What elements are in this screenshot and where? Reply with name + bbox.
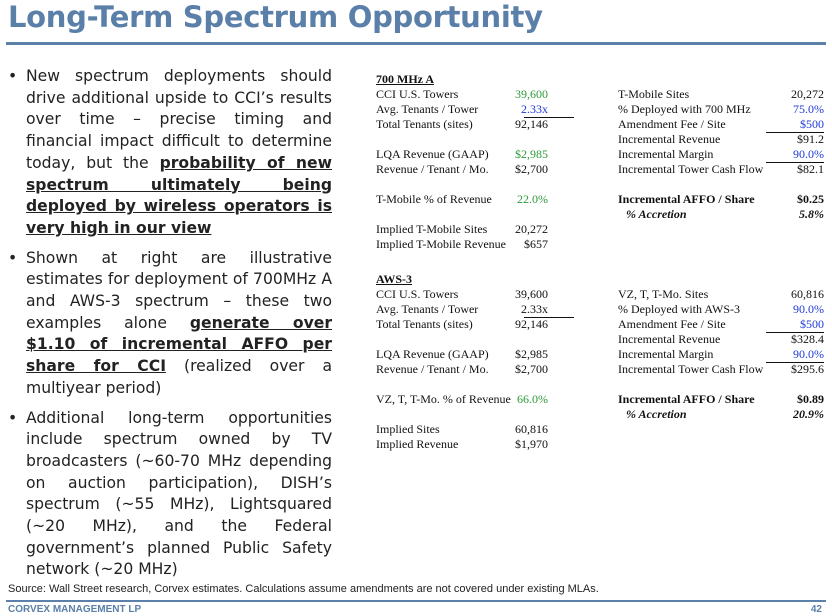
- cci-towers-label: CCI U.S. Towers: [376, 87, 459, 101]
- bullet-text: Additional long-term opportunities inclu…: [26, 408, 332, 579]
- revenue-per-tenant-label: Revenue / Tenant / Mo.: [376, 162, 489, 176]
- total-tenants-value: 92,146: [515, 117, 548, 131]
- tower-cash-flow-value: $82.1: [797, 162, 824, 176]
- subtotal-underline: [524, 317, 574, 318]
- implied-revenue-label: Implied T-Mobile Revenue: [376, 237, 506, 251]
- revenue-per-tenant-value: $2,700: [515, 362, 548, 376]
- affo-per-share-value: $0.89: [797, 392, 824, 406]
- source-note: Source: Wall Street research, Corvex est…: [8, 583, 599, 595]
- implied-sites-value: 20,272: [515, 222, 548, 236]
- deployed-value: 90.0%: [793, 302, 824, 316]
- accretion-value: 5.8%: [799, 207, 824, 221]
- implied-sites-label: Implied T-Mobile Sites: [376, 222, 488, 236]
- company-name: CORVEX MANAGEMENT LP: [8, 604, 142, 615]
- implied-sites-value: 60,816: [515, 422, 548, 436]
- implied-revenue-label: Implied Revenue: [376, 437, 459, 451]
- revenue-per-tenant-label: Revenue / Tenant / Mo.: [376, 362, 489, 376]
- revenue-share-value: 66.0%: [517, 392, 548, 406]
- subtotal-underline: [766, 162, 824, 163]
- bullet-emphasis: generate over $1.10 of incremental AFFO …: [26, 313, 333, 376]
- bullet-marker: •: [8, 408, 18, 427]
- bullet-text: (realized over a multiyear period): [26, 357, 332, 397]
- amendment-fee-value: $500: [800, 117, 824, 131]
- revenue-share-value: 22.0%: [517, 192, 548, 206]
- footer-divider: [6, 600, 826, 602]
- subtotal-underline: [766, 362, 824, 363]
- total-tenants-value: 92,146: [515, 317, 548, 331]
- s700-right-table: T-Mobile Sites 20,272 % Deployed with 700…: [618, 87, 826, 222]
- deployed-label: % Deployed with AWS-3: [618, 302, 741, 316]
- total-tenants-label: Total Tenants (sites): [376, 117, 473, 131]
- page-title: Long-Term Spectrum Opportunity: [8, 0, 543, 34]
- bullet-item: • Additional long-term opportunities inc…: [6, 408, 332, 582]
- incremental-margin-value: 90.0%: [793, 147, 824, 161]
- subtotal-underline: [524, 117, 574, 118]
- bullet-item: • New spectrum deployments should drive …: [6, 66, 332, 240]
- deployed-label: % Deployed with 700 MHz: [618, 102, 751, 116]
- cci-towers-label: CCI U.S. Towers: [376, 287, 459, 301]
- cci-towers-value: 39,600: [515, 87, 548, 101]
- amendment-fee-value: $500: [800, 317, 824, 331]
- implied-sites-label: Implied Sites: [376, 422, 440, 436]
- cci-towers-value: 39,600: [515, 287, 548, 301]
- section-header-aws3: AWS-3: [376, 272, 413, 286]
- bullet-text: New spectrum deployments should drive ad…: [26, 67, 332, 172]
- avg-tenants-value: 2.33x: [521, 302, 548, 316]
- affo-per-share-label: Incremental AFFO / Share: [618, 392, 755, 406]
- incremental-revenue-label: Incremental Revenue: [618, 332, 721, 346]
- lqa-revenue-label: LQA Revenue (GAAP): [376, 347, 489, 361]
- incremental-revenue-label: Incremental Revenue: [618, 132, 721, 146]
- incremental-margin-label: Incremental Margin: [618, 347, 714, 361]
- bullet-marker: •: [8, 67, 18, 85]
- subtotal-underline: [766, 332, 824, 333]
- incremental-margin-value: 90.0%: [793, 347, 824, 361]
- section-header-700mhz: 700 MHz A: [376, 72, 434, 86]
- affo-per-share-label: Incremental AFFO / Share: [618, 192, 755, 206]
- revenue-per-tenant-value: $2,700: [515, 162, 548, 176]
- aws-right-table: VZ, T, T-Mo. Sites 60,816 % Deployed with…: [618, 287, 826, 422]
- avg-tenants-value: 2.33x: [521, 102, 548, 116]
- bullet-marker: •: [8, 248, 18, 267]
- incremental-revenue-value: $91.2: [797, 132, 824, 146]
- aws-left-table: AWS-3 CCI U.S. Towers 39,600 Avg. Tenants…: [376, 272, 576, 452]
- incremental-revenue-value: $328.4: [791, 332, 824, 346]
- affo-per-share-value: $0.25: [797, 192, 824, 206]
- accretion-value: 20.9%: [793, 407, 824, 421]
- total-tenants-label: Total Tenants (sites): [376, 317, 473, 331]
- accretion-label: % Accretion: [626, 407, 687, 421]
- sites-value: 60,816: [791, 287, 824, 301]
- tower-cash-flow-label: Incremental Tower Cash Flow: [618, 362, 764, 376]
- page-number: 42: [810, 604, 822, 615]
- deployed-value: 75.0%: [793, 102, 824, 116]
- avg-tenants-label: Avg. Tenants / Tower: [376, 302, 479, 316]
- sites-label: T-Mobile Sites: [618, 87, 690, 101]
- implied-revenue-value: $1,970: [515, 437, 548, 451]
- incremental-margin-label: Incremental Margin: [618, 147, 714, 161]
- sites-value: 20,272: [791, 87, 824, 101]
- bullet-list: • New spectrum deployments should drive …: [6, 66, 332, 589]
- lqa-revenue-label: LQA Revenue (GAAP): [376, 147, 489, 161]
- tower-cash-flow-value: $295.6: [791, 362, 824, 376]
- bullet-emphasis: probability of new spectrum ultimately b…: [26, 153, 332, 237]
- revenue-share-label: VZ, T, T-Mo. % of Revenue: [376, 392, 511, 406]
- bullet-item: • Shown at right are illustrative estima…: [6, 248, 332, 400]
- implied-revenue-value: $657: [524, 237, 548, 251]
- sites-label: VZ, T, T-Mo. Sites: [618, 287, 709, 301]
- lqa-revenue-value: $2,985: [515, 347, 548, 361]
- s700-left-table: 700 MHz A CCI U.S. Towers 39,600 Avg. Ten…: [376, 72, 576, 252]
- title-divider: [6, 42, 826, 45]
- amendment-fee-label: Amendment Fee / Site: [618, 317, 726, 331]
- tower-cash-flow-label: Incremental Tower Cash Flow: [618, 162, 764, 176]
- avg-tenants-label: Avg. Tenants / Tower: [376, 102, 479, 116]
- accretion-label: % Accretion: [626, 207, 687, 221]
- revenue-share-label: T-Mobile % of Revenue: [376, 192, 492, 206]
- amendment-fee-label: Amendment Fee / Site: [618, 117, 726, 131]
- lqa-revenue-value: $2,985: [515, 147, 548, 161]
- subtotal-underline: [766, 132, 824, 133]
- bullet-text: Shown at right are illustrative estimate…: [26, 248, 332, 332]
